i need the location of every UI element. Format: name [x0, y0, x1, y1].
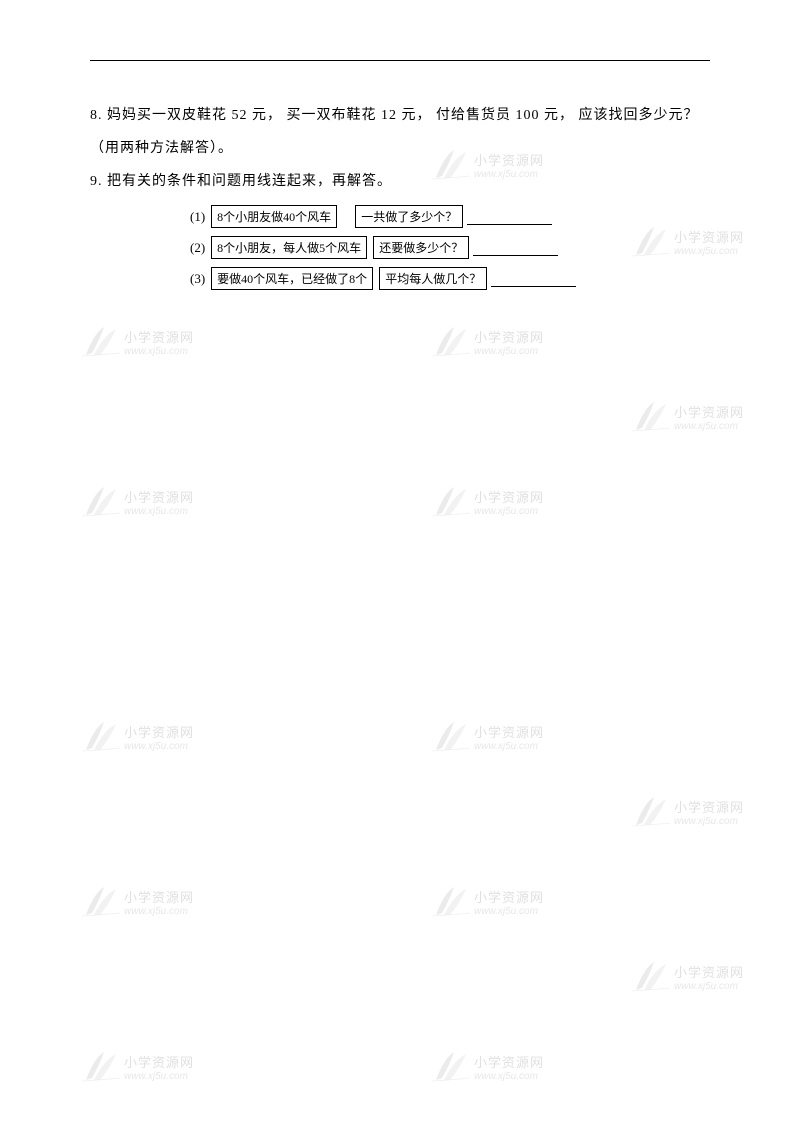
question-8-line2: （用两种方法解答）。 [90, 134, 710, 165]
watermark: 小学资源网www.xj5u.com [430, 485, 544, 519]
condition-box: 8个小朋友做40个风车 [211, 205, 337, 228]
answer-blank [467, 209, 552, 225]
question-9-intro: 9. 把有关的条件和问题用线连起来，再解答。 [90, 167, 710, 198]
item-number: (2) [190, 240, 205, 256]
question-box: 一共做了多少个？ [355, 205, 463, 228]
watermark: 小学资源网www.xj5u.com [80, 720, 194, 754]
header-rule [90, 60, 710, 61]
item-number: (3) [190, 271, 205, 287]
question-box: 还要做多少个？ [373, 236, 469, 259]
watermark: 小学资源网www.xj5u.com [430, 720, 544, 754]
watermark: 小学资源网www.xj5u.com [80, 485, 194, 519]
watermark: 小学资源网www.xj5u.com [80, 1050, 194, 1084]
watermark: 小学资源网www.xj5u.com [630, 795, 744, 829]
watermark: 小学资源网www.xj5u.com [630, 400, 744, 434]
watermark: 小学资源网www.xj5u.com [80, 885, 194, 919]
answer-blank [473, 240, 558, 256]
watermark: 小学资源网www.xj5u.com [430, 1050, 544, 1084]
condition-box: 要做40个风车，已经做了8个 [211, 267, 373, 290]
q9-item-3: (3) 要做40个风车，已经做了8个 平均每人做几个？ [190, 267, 710, 290]
condition-box: 8个小朋友，每人做5个风车 [211, 236, 367, 259]
q9-item-1: (1) 8个小朋友做40个风车 一共做了多少个？ [190, 205, 710, 228]
watermark: 小学资源网www.xj5u.com [630, 960, 744, 994]
item-number: (1) [190, 209, 205, 225]
answer-blank [491, 271, 576, 287]
question-8-line1: 8. 妈妈买一双皮鞋花 52 元， 买一双布鞋花 12 元， 付给售货员 100… [90, 101, 710, 132]
q9-item-2: (2) 8个小朋友，每人做5个风车 还要做多少个？ [190, 236, 710, 259]
watermark: 小学资源网www.xj5u.com [430, 885, 544, 919]
question-box: 平均每人做几个？ [379, 267, 487, 290]
